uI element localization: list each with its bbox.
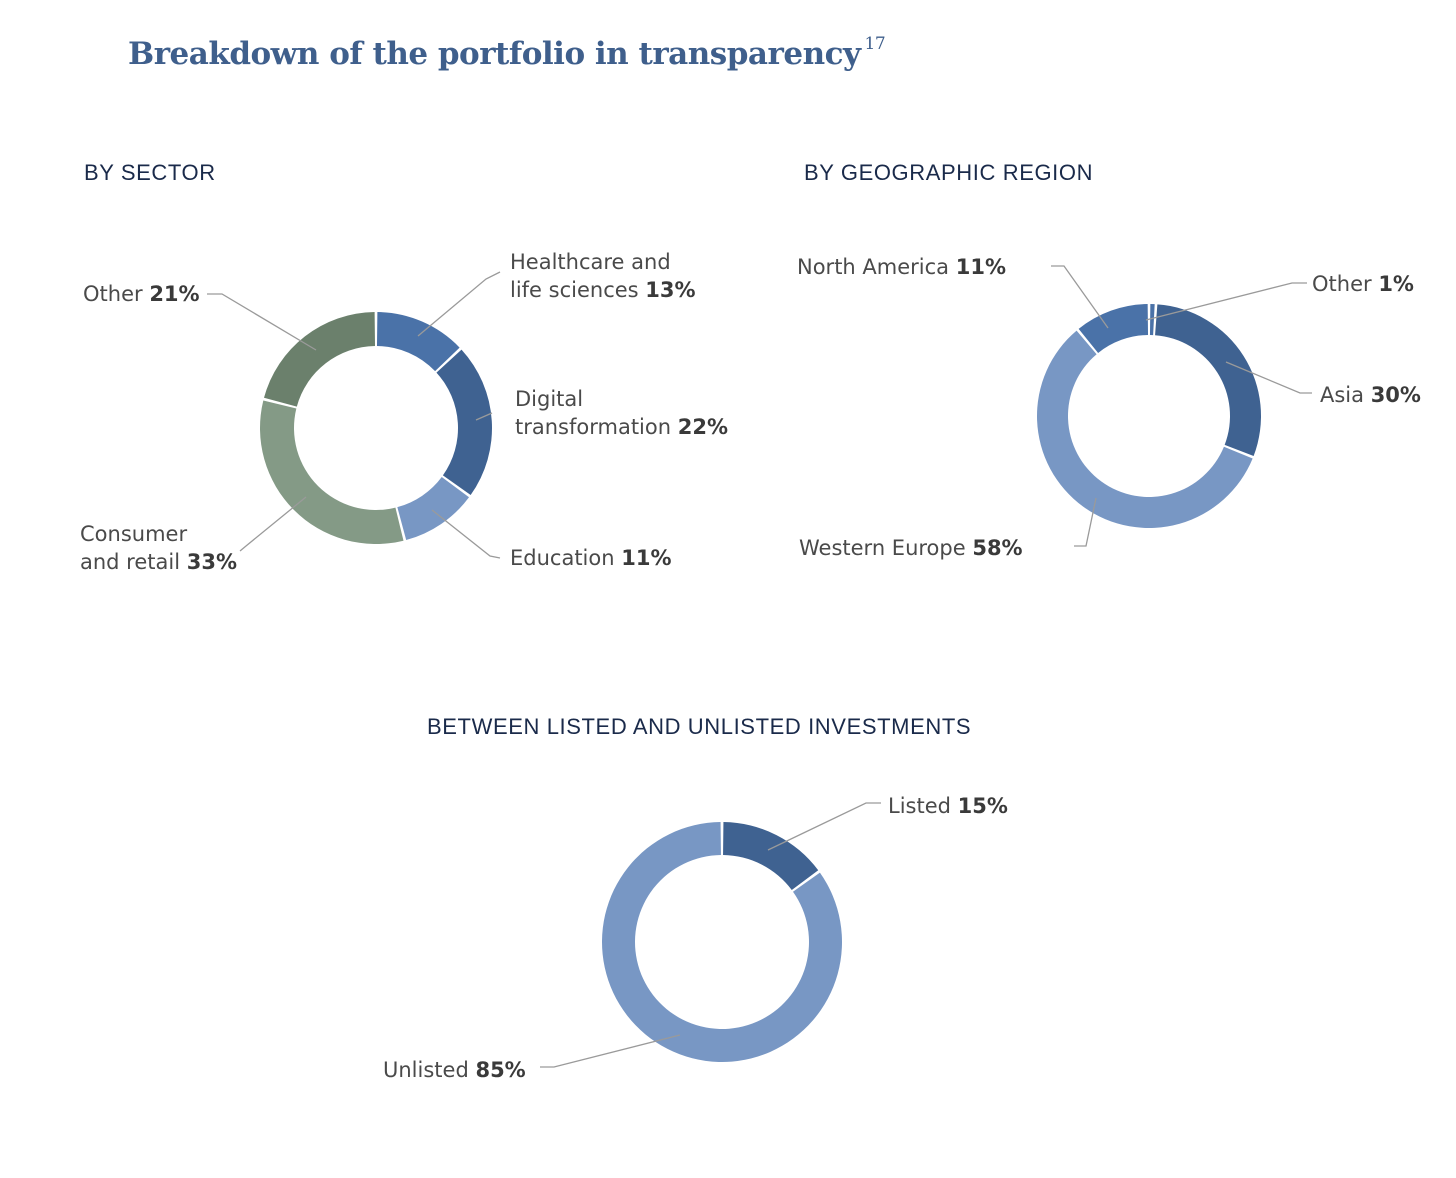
- leader-line: [417, 271, 501, 337]
- slice-value: 11%: [956, 255, 1006, 279]
- slice-value: 85%: [475, 1058, 525, 1082]
- leader-line: [1051, 265, 1109, 329]
- leader-line: [540, 1034, 681, 1068]
- slice-value: 13%: [645, 278, 695, 302]
- slice-education: [397, 476, 470, 541]
- region-chart-title: BY GEOGRAPHIC REGION: [804, 160, 1094, 185]
- leader-line: [1074, 497, 1097, 547]
- slice-western-europe: [1037, 330, 1253, 528]
- slice-digital-transformation: [436, 349, 492, 496]
- slice-value: 22%: [678, 415, 728, 439]
- leader-line: [207, 293, 317, 351]
- leader-line: [431, 509, 501, 559]
- slice-label: Asia 30%: [1320, 383, 1421, 407]
- leader-line: [1225, 361, 1312, 394]
- donut-chart-3: Listed 15% Unlisted 85%: [383, 794, 1008, 1082]
- slice-value: 33%: [187, 550, 237, 574]
- leader-line: [767, 802, 881, 851]
- slice-value: 30%: [1371, 383, 1421, 407]
- slice-label: Listed 15%: [888, 794, 1008, 818]
- slice-value: 21%: [149, 282, 199, 306]
- slice-other: [1149, 304, 1155, 336]
- page-title: Breakdown of the portfolio in transparen…: [128, 33, 886, 72]
- slice-label: Western Europe 58%: [799, 536, 1023, 560]
- footnote-marker: 17: [864, 33, 886, 54]
- leader-line: [475, 412, 493, 421]
- slice-value: 11%: [621, 546, 671, 570]
- slice-label: Digital transformation 22%: [515, 387, 728, 439]
- slice-label: Education 11%: [510, 546, 672, 570]
- listing-chart-title: BETWEEN LISTED AND UNLISTED INVESTMENTS: [427, 714, 972, 739]
- slice-label: Other 1%: [1312, 272, 1414, 296]
- sector-chart-title: BY SECTOR: [84, 160, 216, 185]
- slice-label: Healthcare and life sciences 13%: [510, 250, 696, 302]
- leader-line: [1145, 282, 1307, 321]
- slice-listed: [723, 822, 819, 891]
- slice-value: 15%: [958, 794, 1008, 818]
- slice-asia: [1155, 304, 1261, 456]
- slice-other: [263, 312, 376, 407]
- slice-consumer-and-retail: [260, 400, 404, 544]
- leader-line: [239, 496, 307, 552]
- donut-chart-2: Other 1% Asia 30% Western Europe 58% North …: [797, 255, 1421, 560]
- slice-label: North America 11%: [797, 255, 1006, 279]
- slice-label: Other 21%: [83, 282, 200, 306]
- slice-label: Consumer and retail 33%: [80, 522, 237, 574]
- slice-label: Unlisted 85%: [383, 1058, 526, 1082]
- slice-value: 58%: [972, 536, 1022, 560]
- slice-healthcare-and-life-sciences: [376, 312, 460, 372]
- slice-value: 1%: [1378, 272, 1414, 296]
- slice-north-america: [1078, 304, 1149, 353]
- donut-chart-1: Healthcare and life sciences 13% Digital tr…: [80, 250, 728, 574]
